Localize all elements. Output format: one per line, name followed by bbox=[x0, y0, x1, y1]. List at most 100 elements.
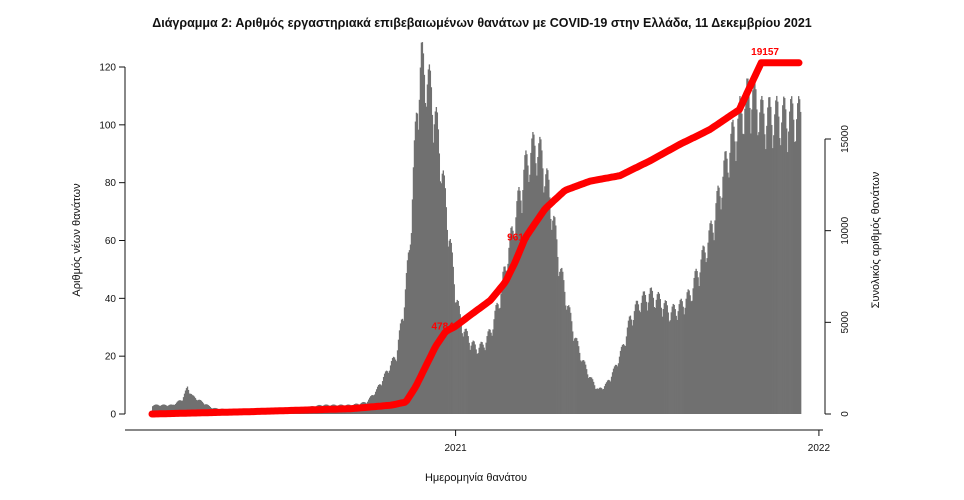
bar bbox=[661, 316, 663, 414]
bar bbox=[382, 376, 385, 414]
bar bbox=[489, 329, 491, 414]
bar bbox=[649, 288, 652, 414]
bar bbox=[666, 305, 668, 414]
bar bbox=[602, 388, 605, 414]
bar bbox=[689, 295, 691, 414]
bar bbox=[706, 258, 708, 414]
bar bbox=[752, 90, 754, 414]
bar bbox=[736, 141, 738, 415]
y2-tick-label: 0 bbox=[840, 411, 851, 417]
bar bbox=[552, 220, 554, 414]
bar bbox=[482, 344, 484, 414]
bar bbox=[796, 119, 798, 414]
bar bbox=[578, 346, 580, 414]
bar bbox=[511, 226, 513, 414]
bar bbox=[523, 169, 525, 414]
bar bbox=[405, 273, 408, 414]
bar bbox=[376, 386, 379, 414]
bar bbox=[634, 304, 637, 414]
bar bbox=[460, 324, 462, 414]
bar bbox=[646, 310, 649, 414]
bar bbox=[196, 400, 199, 414]
bar bbox=[662, 308, 664, 414]
bar bbox=[744, 108, 746, 414]
bar bbox=[722, 176, 724, 414]
bar bbox=[392, 356, 395, 414]
bar bbox=[663, 303, 665, 414]
bar bbox=[585, 364, 587, 414]
bar bbox=[444, 188, 446, 414]
bar bbox=[645, 301, 648, 414]
bar bbox=[727, 172, 729, 414]
y-tick-label: 20 bbox=[105, 352, 117, 363]
bar bbox=[455, 302, 457, 414]
bar bbox=[195, 399, 198, 414]
bar bbox=[545, 174, 547, 414]
bar bbox=[472, 340, 474, 414]
bar bbox=[378, 384, 381, 414]
bar bbox=[498, 308, 500, 414]
bar bbox=[561, 267, 563, 414]
bar bbox=[485, 342, 487, 414]
bar bbox=[704, 252, 706, 414]
bar bbox=[695, 268, 697, 414]
bar bbox=[459, 314, 461, 414]
bar bbox=[181, 400, 184, 414]
bar bbox=[163, 404, 166, 414]
bar bbox=[749, 107, 751, 414]
bar bbox=[410, 233, 413, 414]
bar bbox=[433, 124, 436, 414]
bar bbox=[790, 99, 792, 414]
bar bbox=[435, 107, 438, 415]
bar bbox=[551, 229, 553, 414]
bar bbox=[606, 380, 609, 414]
bar bbox=[159, 405, 162, 414]
bar bbox=[717, 185, 719, 414]
bar bbox=[174, 403, 177, 414]
bar bbox=[385, 370, 388, 414]
bar bbox=[478, 347, 480, 414]
bar bbox=[169, 404, 172, 414]
y2-tick-label: 5000 bbox=[840, 311, 851, 334]
bar bbox=[558, 276, 560, 414]
bar bbox=[577, 341, 579, 414]
bar bbox=[781, 122, 783, 414]
bar bbox=[416, 113, 419, 414]
bar bbox=[542, 168, 544, 414]
bar bbox=[506, 277, 508, 414]
bar bbox=[165, 405, 168, 414]
bar bbox=[573, 340, 575, 414]
bar bbox=[784, 98, 786, 414]
bar bbox=[762, 100, 764, 414]
bar bbox=[775, 100, 777, 415]
bar bbox=[158, 405, 161, 414]
bar bbox=[503, 266, 505, 414]
x-tick-label: 2022 bbox=[808, 443, 831, 454]
bar bbox=[707, 242, 709, 414]
bar bbox=[390, 361, 393, 414]
bar bbox=[201, 401, 204, 414]
bar bbox=[571, 321, 573, 414]
bar bbox=[379, 384, 382, 414]
bar bbox=[580, 360, 582, 414]
chart-title: Διάγραμμα 2: Αριθμός εργαστηριακά επιβεβ… bbox=[152, 16, 812, 30]
bar bbox=[409, 244, 412, 414]
bar bbox=[539, 136, 541, 414]
bar bbox=[533, 134, 535, 414]
bar bbox=[703, 246, 705, 414]
bar bbox=[756, 109, 758, 414]
bar bbox=[185, 388, 188, 414]
bar bbox=[731, 122, 733, 415]
bar bbox=[391, 358, 394, 414]
bar bbox=[188, 393, 191, 414]
bar bbox=[765, 149, 767, 415]
bar bbox=[568, 305, 570, 414]
bar bbox=[795, 141, 797, 414]
bar bbox=[476, 353, 478, 414]
bar bbox=[692, 288, 694, 414]
bar bbox=[754, 78, 756, 414]
bar bbox=[395, 361, 398, 414]
bar bbox=[660, 307, 662, 414]
bar bbox=[515, 217, 517, 414]
